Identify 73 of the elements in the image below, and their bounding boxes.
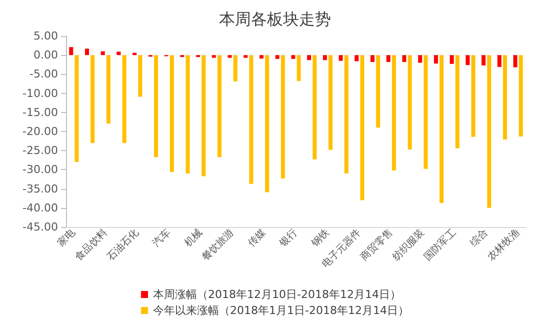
- bar: [418, 55, 422, 63]
- bar: [291, 55, 296, 59]
- bar: [233, 55, 238, 82]
- bar: [328, 55, 333, 150]
- bar: [275, 55, 280, 59]
- bar: [497, 55, 502, 67]
- bar: [154, 55, 158, 158]
- bar: [513, 55, 518, 68]
- bar: [424, 55, 428, 169]
- x-tick-label: 钢铁: [308, 226, 332, 250]
- x-tick-label: 综合: [468, 226, 490, 250]
- bar: [116, 52, 121, 56]
- bar: [450, 55, 454, 64]
- y-tick-label: -35.00: [22, 182, 58, 196]
- bar: [106, 55, 110, 124]
- y-tick-label: -30.00: [22, 163, 58, 176]
- bar: [338, 55, 343, 61]
- chart-title: 本周各板块走势: [219, 10, 331, 28]
- y-tick-label: -20.00: [22, 125, 58, 138]
- bar: [307, 55, 312, 60]
- bar: [440, 55, 444, 203]
- bar: [280, 55, 285, 178]
- y-tick-label: -10.00: [22, 86, 58, 100]
- y-tick-label: -5.00: [30, 68, 58, 81]
- bar: [186, 55, 190, 174]
- bar: [217, 55, 222, 158]
- bar: [138, 55, 142, 97]
- bar: [84, 48, 89, 56]
- bar: [376, 55, 380, 128]
- bar: [74, 55, 79, 162]
- bar: [354, 55, 359, 62]
- y-tick-label: -15.00: [22, 106, 58, 119]
- bar: [487, 55, 492, 208]
- bar: [482, 55, 486, 66]
- bar: [466, 55, 470, 66]
- bar: [296, 55, 301, 82]
- bar: [69, 47, 74, 56]
- bar: [249, 55, 254, 184]
- bar: [244, 55, 248, 58]
- bar: [360, 55, 364, 200]
- bar: [122, 55, 126, 143]
- x-tick-label: 银行: [277, 227, 300, 250]
- x-tick-label: 汽车: [150, 226, 173, 250]
- bar: [471, 55, 476, 137]
- bar: [90, 55, 95, 143]
- bar: [386, 55, 390, 62]
- bar: [344, 55, 348, 174]
- x-tick-label: 传媒: [246, 227, 268, 250]
- bar: [100, 51, 105, 56]
- y-tick-label: 5.00: [34, 30, 58, 42]
- bar: [518, 55, 523, 136]
- bar: [322, 55, 327, 60]
- bar: [408, 55, 412, 150]
- bar: [434, 55, 438, 64]
- legend-label: 本周涨幅（2018年12月10日-2018年12月14日）: [153, 288, 401, 301]
- bar: [392, 55, 396, 170]
- bar: [170, 55, 174, 172]
- bar: [312, 55, 317, 160]
- y-tick-label: -25.00: [22, 144, 58, 158]
- bar: [228, 55, 232, 58]
- bar: [265, 55, 270, 192]
- bar: [402, 55, 406, 62]
- y-tick-label: -40.00: [22, 201, 58, 214]
- bar: [455, 55, 460, 148]
- y-tick-label: 0.00: [34, 48, 58, 62]
- legend-label: 今年以来涨幅（2018年1月1日-2018年12月14日）: [153, 304, 409, 317]
- bar: [370, 55, 375, 62]
- bar: [212, 55, 216, 58]
- y-tick-label: -45.00: [22, 220, 58, 234]
- bar: [202, 55, 206, 176]
- bar: [259, 55, 264, 59]
- bar: [503, 55, 508, 140]
- x-tick-label: 机械: [182, 226, 205, 250]
